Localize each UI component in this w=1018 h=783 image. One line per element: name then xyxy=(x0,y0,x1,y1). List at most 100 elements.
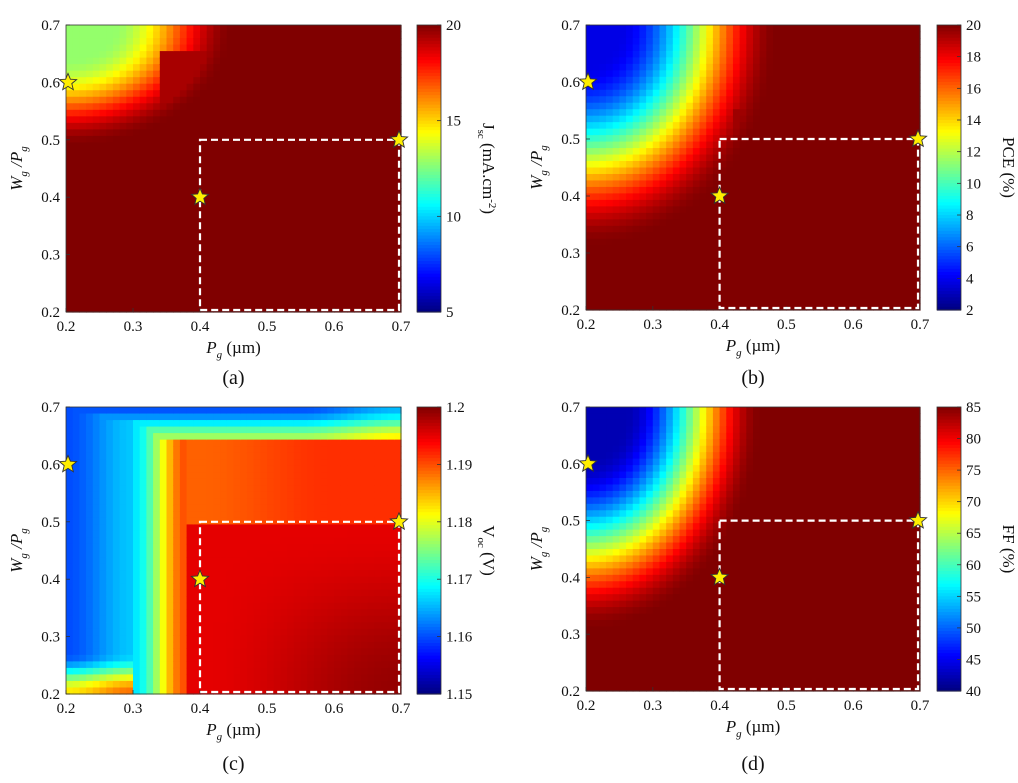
panel-b: 0.2 0.3 0.4 0.5 0.6 0.70.20.30.40.50.60.7Pg (… xyxy=(527,18,1018,389)
heatmap-cell xyxy=(680,252,687,259)
heatmap-cell xyxy=(700,135,707,142)
heatmap-cell xyxy=(826,245,833,252)
heatmap-cell xyxy=(354,58,361,65)
heatmap-cell xyxy=(254,97,261,104)
heatmap-cell xyxy=(853,245,860,252)
heatmap-cell xyxy=(73,433,80,440)
heatmap-cell xyxy=(726,200,733,207)
heatmap-cell xyxy=(388,299,395,306)
heatmap-cell xyxy=(760,206,767,213)
heatmap-cell xyxy=(254,110,261,117)
heatmap-cell xyxy=(766,291,773,298)
heatmap-cell xyxy=(321,64,328,71)
heatmap-cell xyxy=(100,681,107,688)
heatmap-cell xyxy=(334,64,341,71)
heatmap-cell xyxy=(646,77,653,84)
heatmap-cell xyxy=(173,32,180,39)
heatmap-cell xyxy=(381,286,388,293)
heatmap-cell xyxy=(860,148,867,155)
heatmap-cell xyxy=(381,201,388,208)
heatmap-cell xyxy=(860,51,867,58)
heatmap-cell xyxy=(619,103,626,110)
heatmap-cell xyxy=(287,155,294,162)
heatmap-cell xyxy=(327,182,334,189)
heatmap-cell xyxy=(680,187,687,194)
heatmap-cell xyxy=(347,129,354,136)
heatmap-cell xyxy=(706,226,713,233)
heatmap-cell xyxy=(227,38,234,45)
heatmap-cell xyxy=(820,271,827,278)
heatmap-cell xyxy=(227,292,234,299)
heatmap-cell xyxy=(146,71,153,78)
heatmap-cell xyxy=(167,286,174,293)
heatmap-cell xyxy=(673,168,680,175)
heatmap-cell xyxy=(586,239,593,246)
x-axis-label: Pg (µm) xyxy=(205,338,260,361)
heatmap-cell xyxy=(806,219,813,226)
heatmap-cell xyxy=(394,90,401,97)
heatmap-cell xyxy=(327,188,334,195)
heatmap-cell xyxy=(599,206,606,213)
heatmap-cell xyxy=(301,142,308,149)
heatmap-cell xyxy=(706,142,713,149)
heatmap-cell xyxy=(140,175,147,182)
heatmap-cell xyxy=(213,116,220,123)
heatmap-cell xyxy=(254,208,261,215)
heatmap-cell xyxy=(680,57,687,64)
heatmap-cell xyxy=(693,142,700,149)
heatmap-cell xyxy=(766,226,773,233)
heatmap-cell xyxy=(626,271,633,278)
heatmap-cell xyxy=(86,505,93,512)
heatmap-cell xyxy=(234,188,241,195)
heatmap-cell xyxy=(840,239,847,246)
heatmap-cell xyxy=(334,260,341,267)
heatmap-cell xyxy=(733,109,740,116)
heatmap-cell xyxy=(773,90,780,97)
heatmap-cell xyxy=(733,284,740,291)
heatmap-cell xyxy=(234,292,241,299)
heatmap-cell xyxy=(100,182,107,189)
heatmap-cell xyxy=(613,116,620,123)
heatmap-cell xyxy=(673,51,680,58)
heatmap-cell xyxy=(126,227,133,234)
heatmap-cell xyxy=(247,64,254,71)
heatmap-cell xyxy=(280,123,287,130)
heatmap-cell xyxy=(381,221,388,228)
heatmap-cell xyxy=(368,149,375,156)
heatmap-cell xyxy=(907,187,914,194)
heatmap-cell xyxy=(800,70,807,77)
heatmap-cell xyxy=(907,116,914,123)
heatmap-cell xyxy=(639,271,646,278)
heatmap-cell xyxy=(93,90,100,97)
heatmap-cell xyxy=(180,142,187,149)
heatmap-cell xyxy=(93,440,100,447)
heatmap-cell xyxy=(287,162,294,169)
heatmap-cell xyxy=(100,537,107,544)
heatmap-cell xyxy=(826,148,833,155)
heatmap-cell xyxy=(247,208,254,215)
heatmap-cell xyxy=(106,292,113,299)
heatmap-cell xyxy=(86,247,93,254)
heatmap-cell xyxy=(180,116,187,123)
heatmap-cell xyxy=(746,193,753,200)
heatmap-cell xyxy=(173,260,180,267)
heatmap-cell xyxy=(853,25,860,32)
heatmap-cell xyxy=(146,162,153,169)
heatmap-cell xyxy=(79,201,86,208)
heatmap-cell xyxy=(213,155,220,162)
heatmap-cell xyxy=(254,286,261,293)
x-tick-label: 0.7 xyxy=(392,319,411,335)
heatmap-cell xyxy=(586,142,593,149)
heatmap-cell xyxy=(79,286,86,293)
heatmap-cell xyxy=(106,175,113,182)
heatmap-cell xyxy=(646,51,653,58)
heatmap-cell xyxy=(140,51,147,58)
heatmap-cell xyxy=(659,284,666,291)
heatmap-cell xyxy=(726,44,733,51)
heatmap-cell xyxy=(887,148,894,155)
heatmap-cell xyxy=(700,51,707,58)
heatmap-cell xyxy=(613,278,620,285)
heatmap-cell xyxy=(820,51,827,58)
heatmap-cell xyxy=(66,266,73,273)
heatmap-cell xyxy=(66,234,73,241)
